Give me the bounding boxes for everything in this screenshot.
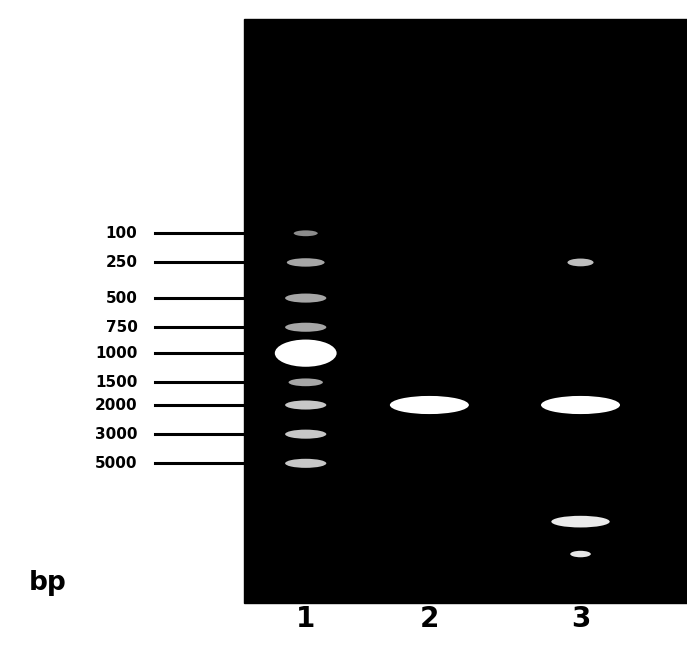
Ellipse shape	[570, 551, 591, 557]
Text: bp: bp	[30, 570, 67, 596]
Text: 750: 750	[106, 319, 137, 335]
Text: 2000: 2000	[95, 397, 137, 413]
Text: 3000: 3000	[95, 426, 137, 442]
Text: 250: 250	[105, 255, 137, 270]
Ellipse shape	[289, 378, 323, 386]
Ellipse shape	[285, 400, 326, 410]
Ellipse shape	[390, 396, 469, 414]
Ellipse shape	[285, 430, 326, 439]
Text: 5000: 5000	[95, 456, 137, 471]
Bar	[244, 19, 687, 603]
Text: 3: 3	[571, 605, 590, 633]
Ellipse shape	[551, 516, 609, 527]
Ellipse shape	[275, 340, 337, 367]
Text: 500: 500	[106, 290, 137, 306]
Ellipse shape	[287, 259, 324, 267]
Text: 1000: 1000	[95, 345, 137, 361]
Ellipse shape	[541, 396, 620, 414]
Ellipse shape	[285, 459, 326, 468]
Text: 1500: 1500	[95, 375, 137, 390]
Ellipse shape	[294, 231, 317, 236]
Text: 1: 1	[296, 605, 315, 633]
Ellipse shape	[285, 323, 326, 332]
Text: 100: 100	[106, 226, 137, 241]
Text: 2: 2	[420, 605, 439, 633]
Ellipse shape	[567, 259, 594, 266]
Ellipse shape	[285, 294, 326, 303]
